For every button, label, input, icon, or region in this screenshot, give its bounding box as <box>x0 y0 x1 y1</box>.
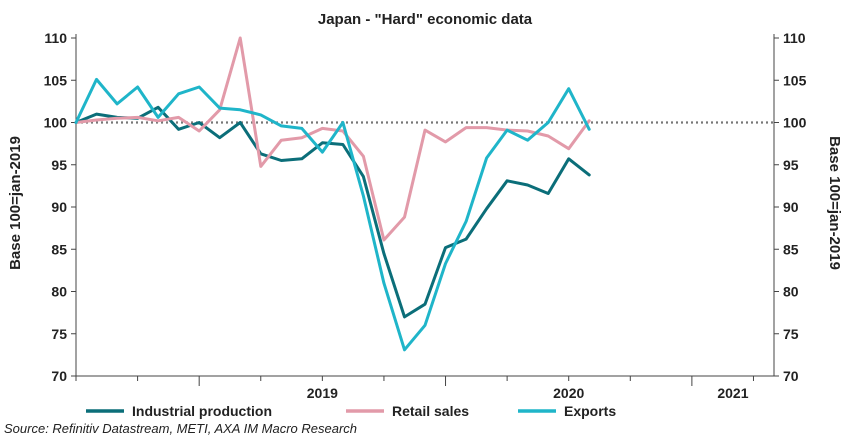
axes: 70 70 75 75 80 80 85 85 90 90 95 95 100 100 105 105 110 1… <box>44 30 807 401</box>
y-tick-label-left: 90 <box>51 199 67 215</box>
y-tick-label-left: 75 <box>51 326 67 342</box>
x-tick-label: 2019 <box>307 385 338 401</box>
y-tick-label-right: 70 <box>783 368 799 384</box>
series-group <box>74 36 591 352</box>
legend-label-industrial-production: Industrial production <box>132 403 272 419</box>
y-tick-label-left: 70 <box>51 368 67 384</box>
y-tick-label-right: 100 <box>783 115 807 131</box>
source-note: Source: Refinitiv Datastream, METI, AXA … <box>4 421 357 436</box>
series-line-industrial-production <box>74 105 591 319</box>
y-tick-label-left: 100 <box>44 115 68 131</box>
legend: Industrial production Retail sales Exports <box>86 403 616 419</box>
y-tick-label-right: 110 <box>783 30 806 46</box>
x-tick-label: 2020 <box>553 385 584 401</box>
y-tick-label-right: 105 <box>783 72 807 88</box>
y-axis-label-left: Base 100=jan-2019 <box>7 136 24 270</box>
y-tick-label-left: 105 <box>44 72 68 88</box>
x-tick-label: 2021 <box>717 385 748 401</box>
y-tick-label-right: 95 <box>783 157 799 173</box>
legend-label-exports: Exports <box>564 403 616 419</box>
y-tick-label-left: 110 <box>44 30 67 46</box>
y-axis-label-right: Base 100=jan-2019 <box>826 136 843 270</box>
y-tick-label-right: 80 <box>783 284 799 300</box>
y-tick-label-left: 85 <box>51 241 67 257</box>
series-line-exports <box>74 77 591 352</box>
legend-label-retail-sales: Retail sales <box>392 403 469 419</box>
y-tick-label-right: 90 <box>783 199 799 215</box>
y-tick-label-right: 85 <box>783 241 799 257</box>
y-tick-label-left: 95 <box>51 157 67 173</box>
chart-title: Japan - "Hard" economic data <box>318 11 533 28</box>
y-tick-label-right: 75 <box>783 326 799 342</box>
series-line-retail-sales <box>74 36 591 242</box>
y-tick-label-left: 80 <box>51 284 67 300</box>
